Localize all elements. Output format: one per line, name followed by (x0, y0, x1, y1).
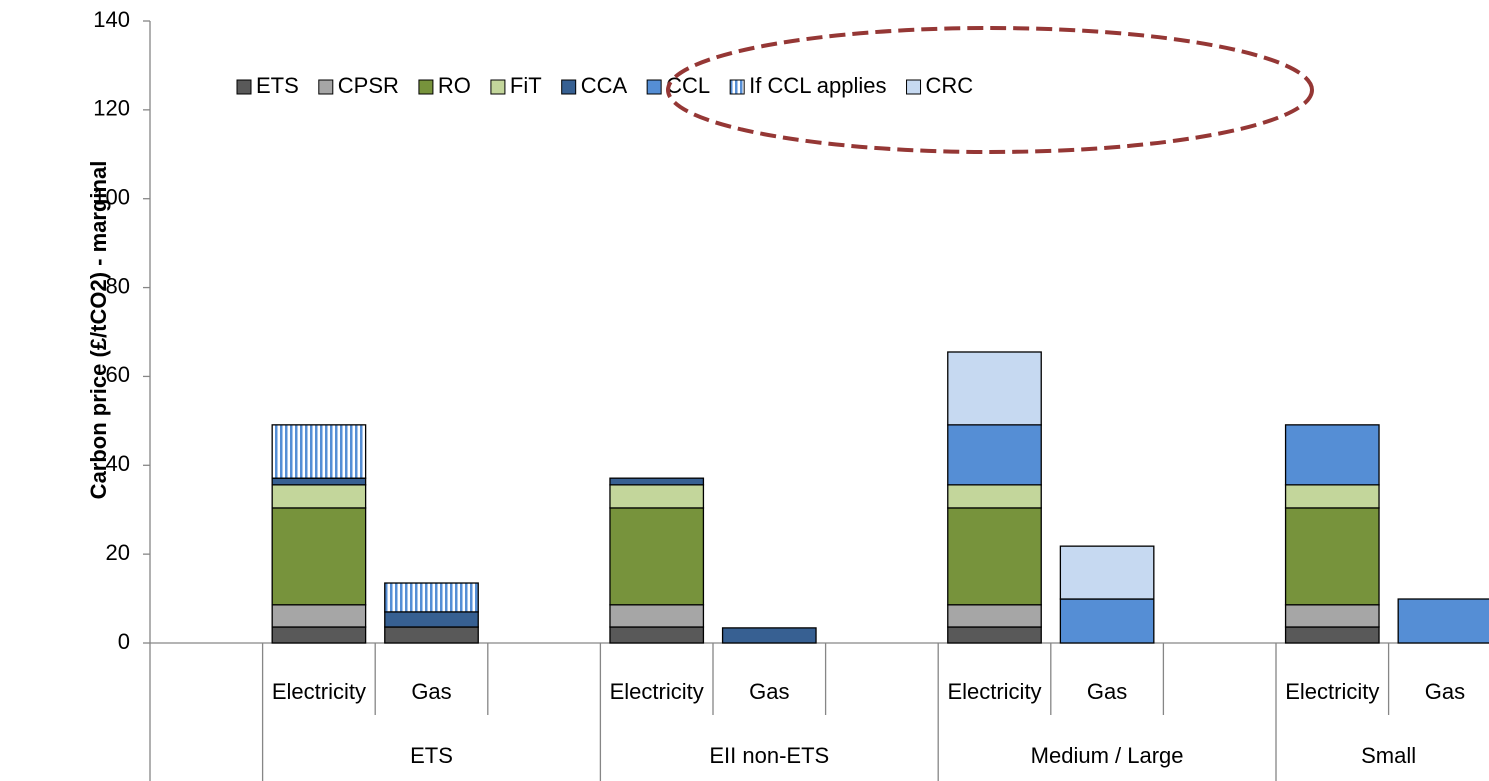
bar-segment (384, 626, 479, 644)
bar-segment (271, 477, 367, 486)
bar-segment (721, 627, 817, 644)
bar-segment (947, 424, 1042, 486)
bar-segment (384, 611, 479, 628)
bar-segment (271, 604, 367, 628)
y-tick-label: 40 (106, 451, 130, 476)
bar-segment (271, 626, 367, 644)
y-tick-label: 100 (93, 185, 130, 210)
bar-segment (609, 604, 705, 628)
legend-label: CCL (666, 73, 710, 98)
bar-segment (1284, 424, 1380, 486)
y-tick-label: 120 (93, 96, 130, 121)
bar-segment (271, 424, 367, 479)
y-tick-label: 140 (93, 7, 130, 32)
bar-segment (609, 507, 705, 606)
bar-segment (1284, 626, 1380, 644)
bar-segment (271, 484, 367, 509)
bar-segment (1284, 507, 1380, 606)
bar-segment (947, 626, 1042, 644)
x-tick-label: Gas (1425, 679, 1465, 704)
y-tick-label: 0 (118, 629, 130, 654)
bar-segment (947, 507, 1042, 606)
bar-segment (947, 484, 1042, 509)
y-tick-label: 20 (106, 540, 130, 565)
x-tick-label: Electricity (947, 679, 1041, 704)
legend-swatch (236, 79, 252, 95)
bar-segment (1284, 604, 1380, 628)
y-axis-label: Carbon price (£/tCO2) - marginal (86, 161, 111, 500)
x-tick-label: Electricity (272, 679, 366, 704)
x-tick-label: Gas (1087, 679, 1127, 704)
bar-segment (1284, 484, 1380, 509)
group-label: Medium / Large (1031, 743, 1184, 768)
legend-swatch (490, 79, 506, 95)
legend-swatch (418, 79, 434, 95)
group-label: EII non-ETS (709, 743, 829, 768)
legend-label: If CCL applies (749, 73, 886, 98)
legend-label: FiT (510, 73, 542, 98)
legend-label: CPSR (338, 73, 399, 98)
group-label: ETS (410, 743, 453, 768)
x-tick-label: Electricity (1285, 679, 1379, 704)
bar-segment (947, 351, 1042, 426)
x-tick-label: Gas (411, 679, 451, 704)
legend-label: CCA (581, 73, 628, 98)
y-tick-label: 60 (106, 362, 130, 387)
bar-segment (1059, 545, 1155, 600)
bar-segment (384, 582, 479, 613)
bar-segment (609, 484, 705, 509)
legend-swatch (318, 79, 334, 95)
bar-segment (271, 507, 367, 606)
bar-segment (1397, 598, 1489, 644)
bar-segment (609, 477, 705, 486)
y-tick-label: 80 (106, 273, 130, 298)
legend-swatch (729, 79, 745, 95)
bar-segment (947, 604, 1042, 628)
bar-segment (1059, 598, 1155, 644)
legend-label: CRC (926, 73, 974, 98)
plot: 0 20 40 60 80 100 120 140 ETS EII non-ETS Medium /… (93, 7, 1489, 781)
group-label: Small (1361, 743, 1416, 768)
legend-swatch (561, 79, 577, 95)
legend-swatch (906, 79, 922, 95)
x-tick-label: Gas (749, 679, 789, 704)
legend-swatch (646, 79, 662, 95)
bar-segment (609, 626, 705, 644)
legend-label: RO (438, 73, 471, 98)
annotation-ellipse (666, 26, 1314, 154)
legend-label: ETS (256, 73, 299, 98)
x-tick-label: Electricity (610, 679, 704, 704)
